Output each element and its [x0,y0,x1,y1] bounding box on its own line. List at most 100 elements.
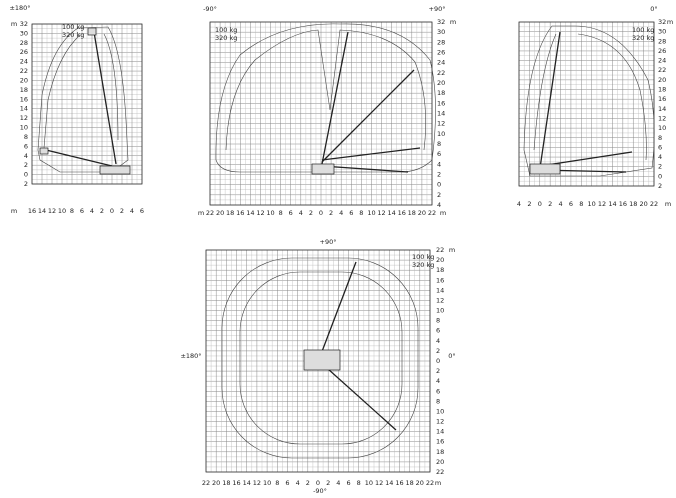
x-tick-label: 18 [405,479,413,487]
x-tick-label: 14 [387,209,395,217]
y-tick-label: 10 [436,307,444,315]
vehicle [99,165,131,175]
grid-frame [518,21,655,187]
y-tick-label: 16 [437,99,445,107]
y-tick-label: 14 [436,286,444,294]
x-tick-label: 10 [365,479,373,487]
x-tick-label: 18 [629,200,637,208]
load-label: 100 kg [632,26,654,34]
x-tick-label: 16 [619,200,627,208]
y-tick-label: 18 [20,86,28,94]
angle-label: ±180° [9,4,30,12]
x-tick-label: 4 [90,207,94,215]
x-tick-label: 10 [367,209,375,217]
angle-label: ±180° [180,352,201,360]
y-tick-label: 14 [436,428,444,436]
y-tick-label: 16 [658,95,666,103]
y-tick-label: 26 [658,47,666,55]
y-tick-label: 32 [437,18,445,26]
y-tick-label: 12 [20,114,28,122]
y-tick-label: 20 [436,458,444,466]
x-tick-label: 0 [110,207,114,215]
x-tick-label: 2 [100,207,104,215]
y-tick-label: 2 [24,161,28,169]
load-label: 100 kg [62,23,84,31]
y-tick-label: 22 [436,468,444,476]
envelope [533,33,647,161]
x-tick-label: 16 [398,209,406,217]
y-tick-label: 10 [20,124,28,132]
load-label: 100 kg [412,253,434,261]
y-tick-label: 30 [437,28,445,36]
y-tick-label: 26 [437,49,445,57]
x-tick-label: 0 [538,200,542,208]
boom [317,261,397,431]
envelope [221,257,419,459]
x-tick-label: 14 [243,479,251,487]
unit-label: m [665,200,671,208]
y-tick-label: 8 [658,134,662,142]
y-tick-label: 28 [658,37,666,45]
x-tick-label: 8 [357,479,361,487]
boom [45,31,117,167]
y-tick-label: 4 [436,337,440,345]
x-tick-label: 0 [316,479,320,487]
load-label: 320 kg [62,31,84,39]
y-tick-label: 0 [24,171,28,179]
y-tick-label: 32 [658,18,666,26]
x-tick-label: 22 [206,209,214,217]
x-tick-label: 20 [216,209,224,217]
y-tick-label: 16 [436,276,444,284]
x-tick-label: 6 [349,209,353,217]
y-tick-label: 8 [436,317,440,325]
unit-label: m [11,20,17,28]
y-tick-label: 16 [436,438,444,446]
x-tick-label: 10 [58,207,66,215]
y-tick-label: 2 [437,171,441,179]
grid-frame [31,23,143,185]
load-label: 320 kg [215,34,237,42]
y-tick-label: 6 [436,327,440,335]
y-tick-label: 8 [437,140,441,148]
y-tick-label: 12 [436,418,444,426]
y-tick-label: 8 [436,397,440,405]
x-tick-label: 2 [548,200,552,208]
unit-label: m [435,479,441,487]
x-tick-label: 2 [527,200,531,208]
angle-label: -90° [203,5,217,13]
y-tick-label: 2 [658,163,662,171]
load-label: 320 kg [632,34,654,42]
y-tick-label: 4 [658,153,662,161]
x-tick-label: 22 [428,209,436,217]
x-tick-label: 8 [70,207,74,215]
unit-label: m [449,246,455,254]
y-tick-label: 2 [24,180,28,188]
y-tick-label: 12 [436,296,444,304]
x-tick-label: 14 [608,200,616,208]
y-tick-label: 20 [20,76,28,84]
y-tick-label: 12 [658,114,666,122]
y-tick-label: 32 [20,20,28,28]
envelope [523,25,655,177]
y-tick-label: 22 [20,67,28,75]
y-tick-label: 16 [20,95,28,103]
x-tick-label: 4 [130,207,134,215]
load-label: 100 kg [215,26,237,34]
y-tick-label: 10 [437,130,445,138]
x-tick-label: 2 [329,209,333,217]
y-tick-label: 4 [24,152,28,160]
y-tick-label: 0 [658,172,662,180]
x-tick-label: 18 [222,479,230,487]
x-tick-label: 2 [326,479,330,487]
x-tick-label: 4 [558,200,562,208]
x-tick-label: 18 [226,209,234,217]
x-tick-label: 6 [80,207,84,215]
unit-label: m [440,209,446,217]
x-tick-label: 14 [38,207,46,215]
y-tick-label: 18 [437,89,445,97]
y-tick-label: 6 [24,142,28,150]
x-tick-label: 12 [48,207,56,215]
x-tick-label: 20 [212,479,220,487]
envelope [43,33,119,149]
